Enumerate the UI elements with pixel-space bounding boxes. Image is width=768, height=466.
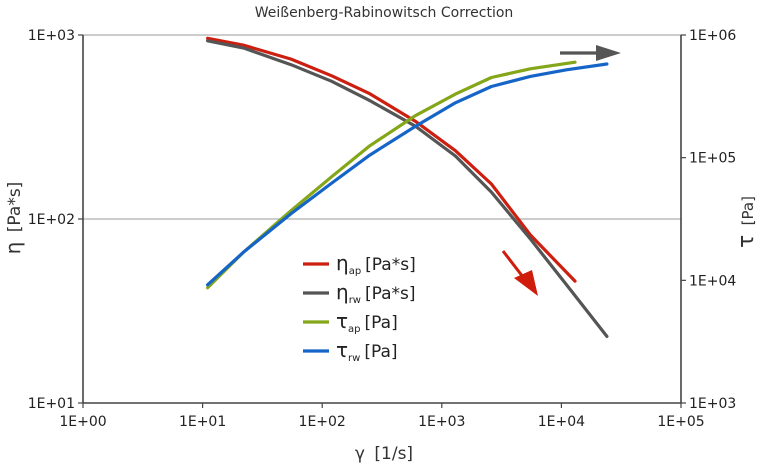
chart-title: Weißenberg-Rabinowitsch Correction: [255, 5, 514, 21]
arrow-down-shaft: [501, 250, 525, 278]
y-left-axis-unit: [Pa*s]: [5, 182, 25, 233]
y-right-axis-symbol: τ: [734, 235, 759, 248]
legend-symbol: η: [336, 251, 349, 275]
legend-label: ηrw [Pa*s]: [336, 280, 416, 306]
legend-subscript: rw: [349, 295, 361, 306]
y-right-tick-label: 1E+06: [689, 28, 736, 44]
legend-unit: [Pa*s]: [365, 255, 416, 275]
legend: ηap [Pa*s]ηrw [Pa*s]τap [Pa]τrw [Pa]: [303, 251, 416, 364]
x-tick-label: 1E+01: [179, 414, 226, 430]
series-layer: [206, 36, 609, 338]
y-left-axis-symbol: η: [1, 242, 25, 255]
legend-symbol: τ: [336, 309, 348, 333]
legend-label: τap [Pa]: [336, 309, 398, 335]
y-left-tick-label: 1E+01: [28, 396, 75, 412]
y-right-tick-label: 1E+03: [689, 396, 736, 412]
x-tick-label: 1E+00: [59, 414, 106, 430]
x-tick-label: 1E+04: [538, 414, 585, 430]
y-right-tick-label: 1E+04: [689, 273, 736, 289]
arrow-right-head: [596, 45, 621, 61]
legend-subscript: rw: [348, 353, 360, 364]
y-right-axis-unit: [Pa]: [739, 196, 757, 225]
y-left-tick-label: 1E+03: [28, 28, 75, 44]
legend-label: τrw [Pa]: [336, 338, 398, 364]
y-left-tick-labels: 1E+01 1E+02 1E+03: [28, 28, 83, 412]
legend-unit: [Pa*s]: [365, 284, 416, 304]
x-axis-label: γ [1/s]: [355, 444, 413, 464]
arrow-down-head: [514, 270, 538, 296]
x-tick-label: 1E+05: [657, 414, 704, 430]
y-right-tick-label: 1E+05: [689, 151, 736, 167]
legend-label: ηap [Pa*s]: [336, 251, 416, 277]
series-line--ap-2: [206, 60, 577, 290]
y-right-axis-label: τ [Pa]: [734, 196, 759, 248]
legend-unit: [Pa]: [365, 313, 398, 333]
y-left-tick-label: 1E+02: [28, 212, 75, 228]
legend-symbol: η: [336, 280, 349, 304]
x-axis-symbol: γ: [355, 444, 365, 464]
x-tick-labels: 1E+00 1E+01 1E+02 1E+03 1E+04 1E+05: [59, 403, 705, 430]
legend-unit: [Pa]: [364, 342, 397, 362]
legend-subscript: ap: [348, 324, 360, 335]
x-tick-label: 1E+03: [418, 414, 465, 430]
x-axis-unit: [1/s]: [374, 444, 413, 464]
series-line--rw-3: [206, 62, 609, 287]
legend-subscript: ap: [349, 266, 361, 277]
legend-symbol: τ: [336, 338, 348, 362]
x-tick-label: 1E+02: [299, 414, 346, 430]
series-line--ap-0: [206, 36, 577, 283]
y-left-axis-label: η [Pa*s]: [1, 182, 25, 255]
y-right-tick-labels: 1E+03 1E+04 1E+05 1E+06: [681, 28, 736, 412]
annotation-layer: [501, 45, 621, 296]
